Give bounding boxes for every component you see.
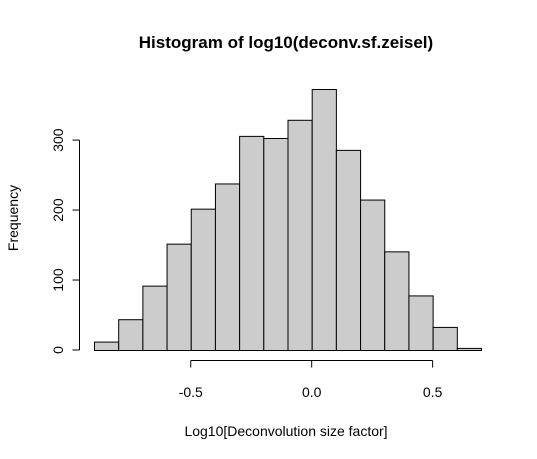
histogram-bar bbox=[94, 341, 120, 352]
histogram-bar bbox=[214, 183, 241, 351]
histogram-bar bbox=[287, 119, 313, 352]
x-tick-label: -0.5 bbox=[179, 384, 203, 400]
y-tick-label: 0 bbox=[50, 346, 66, 354]
x-tick-label: 0.0 bbox=[302, 384, 322, 400]
y-axis: 0 100 200 300 bbox=[50, 128, 80, 354]
y-tick-label: 300 bbox=[50, 128, 66, 152]
y-tick-label: 100 bbox=[50, 268, 66, 292]
histogram-bar bbox=[239, 135, 265, 351]
histogram-bar bbox=[190, 208, 216, 351]
y-tick-label: 200 bbox=[50, 198, 66, 222]
histogram-bar bbox=[263, 137, 289, 351]
histogram-bar bbox=[432, 326, 458, 352]
y-axis-label: Frequency bbox=[5, 185, 21, 251]
chart-title: Histogram of log10(deconv.sf.zeisel) bbox=[139, 33, 433, 52]
histogram-bar bbox=[384, 251, 410, 351]
histogram-bar bbox=[142, 285, 168, 351]
x-axis-label: Log10[Deconvolution size factor] bbox=[184, 423, 387, 439]
histogram-bar bbox=[118, 319, 144, 351]
histogram-bar bbox=[408, 295, 434, 352]
x-tick-label: 0.5 bbox=[423, 384, 443, 400]
x-axis: -0.5 0.0 0.5 bbox=[179, 360, 443, 400]
bars-group bbox=[94, 89, 482, 352]
histogram-bar bbox=[335, 149, 362, 351]
histogram-bar bbox=[360, 199, 386, 351]
histogram-bar bbox=[166, 243, 192, 351]
histogram-bar bbox=[311, 89, 337, 351]
histogram-bar bbox=[456, 347, 482, 351]
